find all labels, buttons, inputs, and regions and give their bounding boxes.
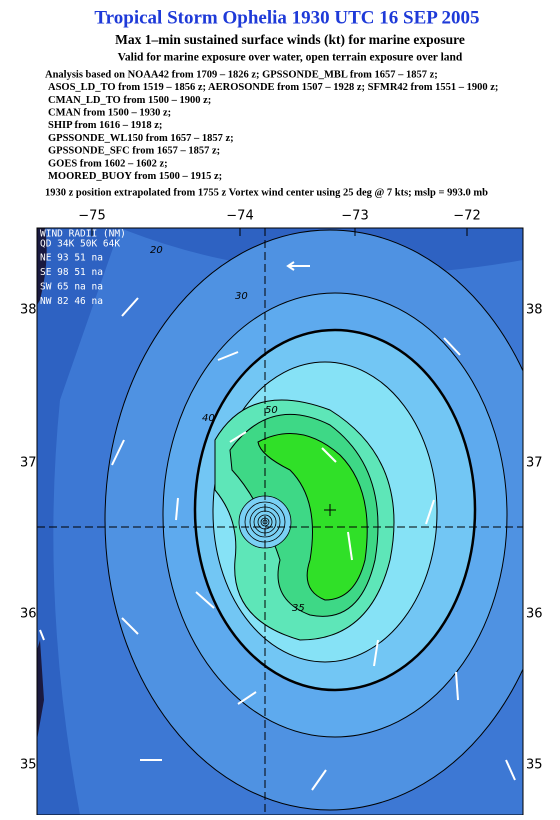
lat-label-right: 38 (526, 303, 543, 318)
contour-label: 35 (292, 603, 305, 614)
lat-label-right: 37 (526, 456, 543, 471)
analysis-block: Analysis based on NOAA42 from 1709 – 182… (45, 69, 498, 182)
lon-label: −75 (78, 209, 105, 224)
wind-radii-row: NE 93 51 na (40, 253, 103, 264)
analysis-line: Analysis based on NOAA42 from 1709 – 182… (45, 69, 438, 80)
contour-label: 50 (265, 405, 278, 416)
lon-label: −73 (341, 209, 368, 224)
wind-field: WIND RADII (NM)QD 34K 50K 64K NE 93 51 na… (37, 228, 523, 815)
lat-label-left: 36 (20, 607, 37, 622)
wind-radii-header: QD 34K 50K 64K (40, 239, 120, 250)
lat-label-left: 38 (20, 303, 37, 318)
lat-label-left: 37 (20, 456, 37, 471)
subtitle: Max 1–min sustained surface winds (kt) f… (115, 32, 465, 47)
map-axes: −75 −74 −73 −72 38 38 37 37 36 36 35 35 (20, 209, 543, 773)
analysis-line: SHIP from 1616 – 1918 z; (48, 120, 162, 131)
analysis-line: GOES from 1602 – 1602 z; (48, 158, 168, 169)
analysis-line: GPSSONDE_WL150 from 1657 – 1857 z; (48, 133, 234, 144)
wind-radii-title: WIND RADII (NM) (40, 229, 126, 240)
analysis-line: ASOS_LD_TO from 1519 – 1856 z; AEROSONDE… (48, 82, 498, 93)
lat-label-left: 35 (20, 758, 37, 773)
position-note: 1930 z position extrapolated from 1755 z… (45, 187, 488, 198)
lon-label: −72 (453, 209, 480, 224)
wind-radii-row: NW 82 46 na (40, 296, 103, 307)
title: Tropical Storm Ophelia 1930 UTC 16 SEP 2… (94, 7, 479, 28)
lon-label: −74 (226, 209, 253, 224)
wind-radii-row: SE 98 51 na (40, 267, 103, 278)
analysis-line: GPSSONDE_SFC from 1657 – 1857 z; (48, 146, 220, 157)
contour-label: 40 (202, 413, 215, 424)
analysis-line: CMAN from 1500 – 1930 z; (48, 108, 171, 119)
wind-radii-row: SW 65 na na (40, 282, 103, 293)
contour-labels: 20 30 40 50 35 (150, 245, 305, 614)
analysis-line: CMAN_LD_TO from 1500 – 1900 z; (48, 95, 211, 106)
contour-label: 30 (235, 291, 248, 302)
lat-label-right: 36 (526, 607, 543, 622)
lat-label-right: 35 (526, 758, 543, 773)
wind-radii-table: WIND RADII (NM)QD 34K 50K 64K NE 93 51 na… (40, 229, 126, 308)
analysis-line: MOORED_BUOY from 1500 – 1915 z; (48, 171, 222, 182)
contour-label: 20 (150, 245, 163, 256)
validity: Valid for marine exposure over water, op… (118, 52, 463, 64)
